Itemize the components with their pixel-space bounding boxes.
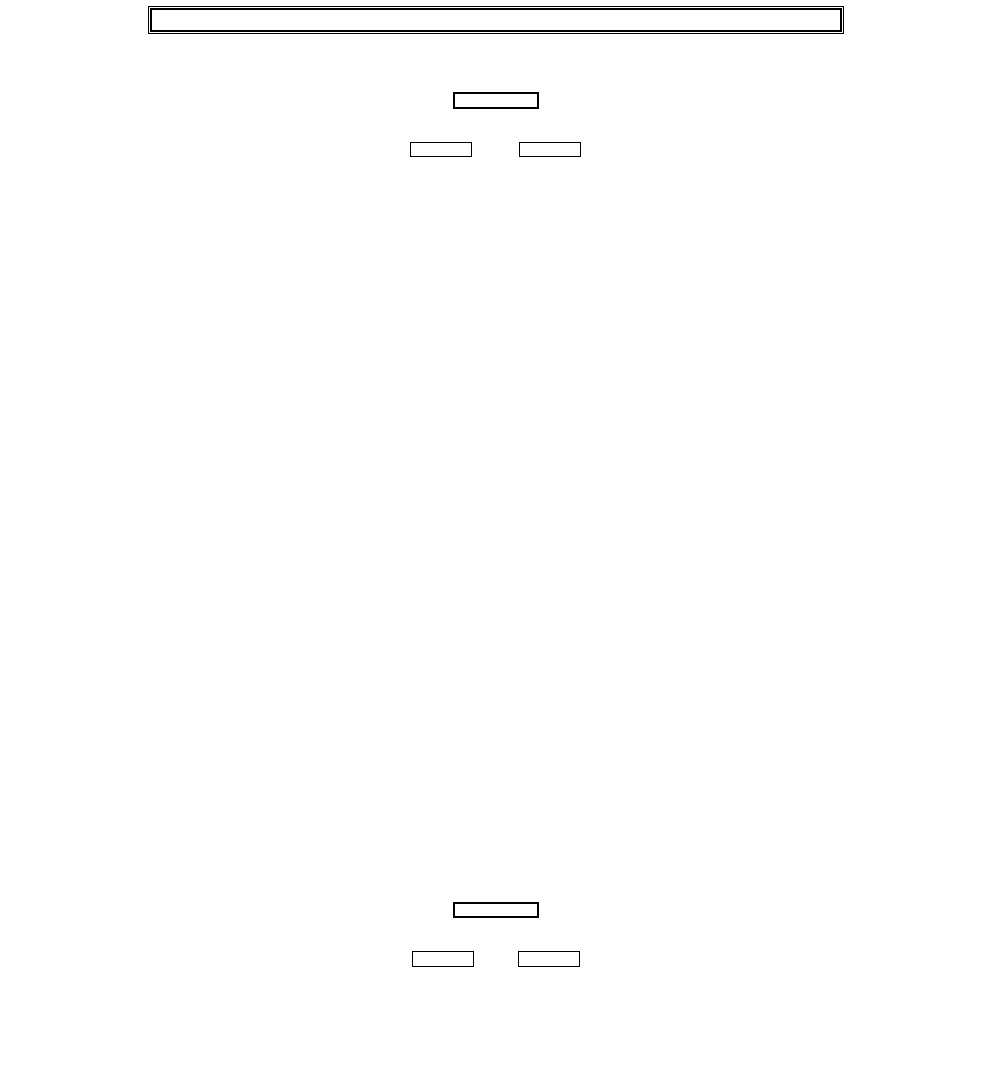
final-slot-left <box>410 142 472 157</box>
final-winner-box <box>453 92 539 109</box>
page-title <box>148 6 844 34</box>
final-slot-right <box>519 142 581 157</box>
third-slot-right <box>518 951 580 967</box>
third-slot-left <box>412 951 474 967</box>
third-place-winner-box <box>453 902 539 918</box>
